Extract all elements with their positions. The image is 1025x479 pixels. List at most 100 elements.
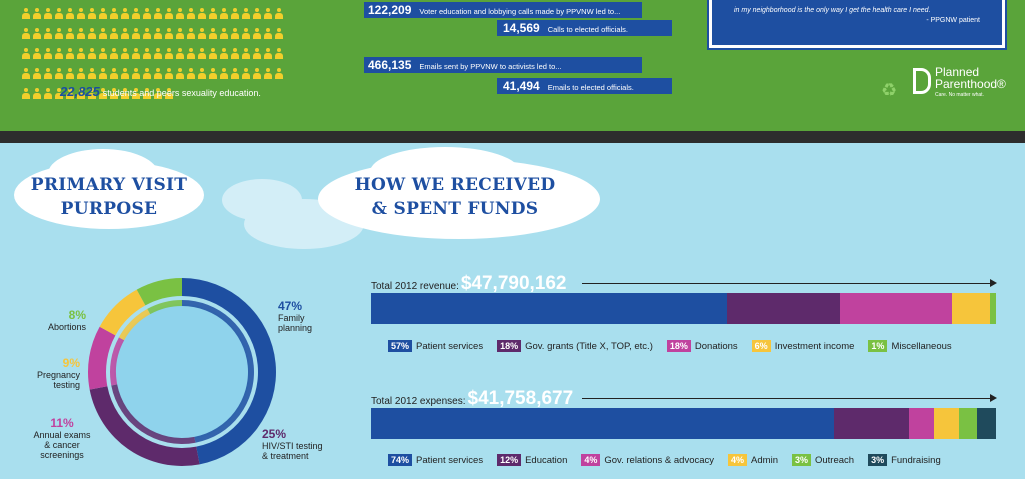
person-icon <box>198 8 206 20</box>
person-icon <box>55 68 63 80</box>
banner-emails: 466,135 Emails sent by PPVNW to activists… <box>364 57 642 73</box>
person-icon <box>165 8 173 20</box>
arrow-right-icon <box>990 394 997 402</box>
person-icon <box>198 48 206 60</box>
person-icon <box>220 28 228 40</box>
person-icon <box>209 48 217 60</box>
person-icon <box>187 28 195 40</box>
person-icon <box>253 68 261 80</box>
person-icon <box>275 28 283 40</box>
legend-percent: 4% <box>581 454 601 466</box>
funds-title: HOW WE RECEIVED & SPENT FUNDS <box>354 175 556 219</box>
visit-purpose-title: PRIMARY VISIT PURPOSE <box>30 175 188 219</box>
person-icon <box>110 48 118 60</box>
donut-center <box>114 304 250 440</box>
person-icon <box>154 88 162 100</box>
bar-segment-gov-grants-title-x-top-etc <box>727 293 840 324</box>
banner-text: Calls to elected officials. <box>547 25 629 34</box>
person-icon <box>33 28 41 40</box>
person-icon <box>55 28 63 40</box>
legend-label: Investment income <box>774 340 855 352</box>
person-icon <box>88 68 96 80</box>
person-icon <box>77 88 85 100</box>
person-icon <box>253 8 261 20</box>
person-icon <box>264 28 272 40</box>
person-icon <box>198 28 206 40</box>
education-text: students and peers sexuality education. <box>102 88 261 98</box>
legend-item-admin: 4% Admin <box>728 454 778 466</box>
banner-calls: 122,209 Voter education and lobbying call… <box>364 2 642 18</box>
person-icon <box>33 8 41 20</box>
legend-label: Miscellaneous <box>891 340 952 352</box>
legend-percent: 6% <box>751 340 771 352</box>
donut-slice-abortions <box>136 278 182 306</box>
person-icon <box>231 48 239 60</box>
banner-text: Voter education and lobbying calls made … <box>419 7 621 16</box>
person-icon <box>55 8 63 20</box>
person-icon <box>132 68 140 80</box>
person-icon <box>88 28 96 40</box>
legend-percent: 3% <box>868 454 888 466</box>
education-count: 22,825 <box>60 84 100 99</box>
legend-label: Fundraising <box>891 454 941 466</box>
person-icon <box>33 48 41 60</box>
legend-item-investment-income: 6% Investment income <box>751 340 855 352</box>
person-icon <box>231 68 239 80</box>
legend-item-fundraising: 3% Fundraising <box>868 454 941 466</box>
person-icon <box>198 68 206 80</box>
legend-percent: 12% <box>497 454 522 466</box>
donut-inner-ring-segment <box>110 337 125 386</box>
person-icon <box>264 48 272 60</box>
person-icon <box>209 68 217 80</box>
donut-inner-ring-segment <box>147 300 182 315</box>
person-icon <box>110 28 118 40</box>
bar-segment-gov-relations-advocacy <box>908 408 934 439</box>
person-icon <box>77 8 85 20</box>
legend-item-patient-services: 57% Patient services <box>388 340 483 352</box>
person-icon <box>22 8 30 20</box>
person-icon <box>132 28 140 40</box>
quote-text: in my neighborhood is the only way I get… <box>734 7 931 14</box>
donut-label-hiv-sti: 25% HIV/STI testing & treatment <box>262 427 323 461</box>
donut-inner-ring-segment <box>111 384 196 444</box>
person-icon <box>77 48 85 60</box>
donut-slice-pregnancy-testing <box>99 289 146 336</box>
revenue-legend: 57% Patient services 18% Gov. grants (Title… <box>388 340 966 352</box>
people-icon-grid <box>22 8 292 108</box>
banner-number: 466,135 <box>368 58 412 72</box>
legend-percent: 18% <box>497 340 522 352</box>
bar-segment-miscellaneous <box>989 293 996 324</box>
legend-item-patient-services: 74% Patient services <box>388 454 483 466</box>
cloud-shape <box>48 149 158 199</box>
person-icon <box>66 8 74 20</box>
legend-percent: 74% <box>388 454 413 466</box>
person-icon <box>264 68 272 80</box>
person-icon <box>143 28 151 40</box>
person-icon <box>121 88 129 100</box>
person-icon <box>33 68 41 80</box>
person-icon <box>143 8 151 20</box>
legend-percent: 1% <box>868 340 888 352</box>
visit-purpose-donut-chart <box>88 278 276 466</box>
finances-panel: PRIMARY VISIT PURPOSE HOW WE RECEIVED & … <box>0 143 1025 479</box>
person-icon <box>187 48 195 60</box>
expenses-heading: Total 2012 expenses: $41,758,677 <box>371 388 574 409</box>
legend-label: Donations <box>694 340 738 352</box>
person-icon <box>165 68 173 80</box>
person-icon <box>209 28 217 40</box>
banner-text: Emails sent by PPVNW to activists led to… <box>419 62 562 71</box>
cloud-shape <box>370 147 520 197</box>
bar-segment-education <box>833 408 909 439</box>
person-icon <box>176 68 184 80</box>
donut-slice-family-planning <box>182 278 276 465</box>
person-icon <box>110 8 118 20</box>
person-icon <box>231 8 239 20</box>
person-icon <box>143 48 151 60</box>
legend-label: Gov. grants (Title X, TOP, etc.) <box>525 340 653 352</box>
person-icon <box>143 68 151 80</box>
person-icon <box>44 8 52 20</box>
legend-percent: 3% <box>791 454 811 466</box>
legend-percent: 4% <box>728 454 748 466</box>
person-icon <box>77 28 85 40</box>
banner-emails-result: 41,494 Emails to elected officials. <box>497 78 672 94</box>
